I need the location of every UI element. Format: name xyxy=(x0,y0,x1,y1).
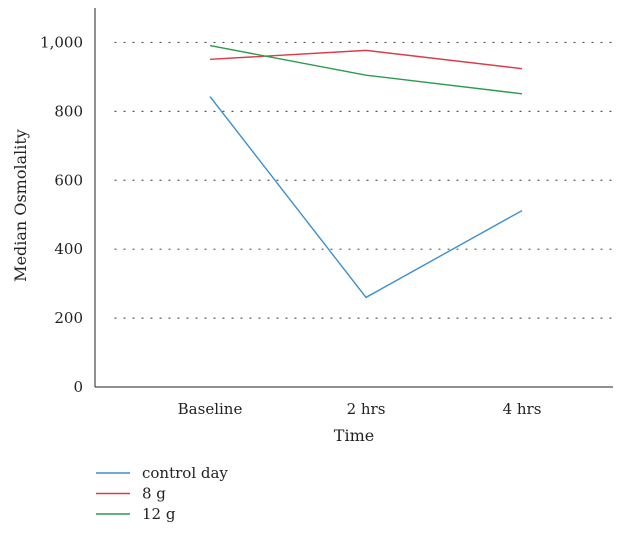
legend-label: 8 g xyxy=(142,485,166,503)
series-line-control-day xyxy=(209,96,523,299)
series-line-12-g xyxy=(209,44,523,95)
legend: control day 8 g 12 g xyxy=(96,464,228,523)
y-tick-label: 400 xyxy=(54,240,83,258)
axes xyxy=(94,8,613,388)
legend-label: 12 g xyxy=(142,505,176,523)
y-tick-label: 200 xyxy=(54,309,83,327)
x-tick-label: 2 hrs xyxy=(347,400,386,418)
x-tick-label: 4 hrs xyxy=(503,400,542,418)
y-tick-label: 0 xyxy=(73,378,83,396)
y-tick-label: 800 xyxy=(54,102,83,120)
y-tick-label: 1,000 xyxy=(40,33,83,51)
series-lines xyxy=(209,44,523,299)
x-tick-labels: Baseline 2 hrs 4 hrs xyxy=(178,400,542,418)
x-tick-label: Baseline xyxy=(178,400,243,418)
y-tick-labels: 0 200 400 600 800 1,000 xyxy=(40,33,83,396)
y-axis-title: Median Osmolality xyxy=(11,129,30,282)
series-line-8-g xyxy=(209,49,523,70)
grid-lines xyxy=(114,41,614,319)
y-tick-label: 600 xyxy=(54,171,83,189)
x-axis-title: Time xyxy=(334,426,374,445)
legend-label: control day xyxy=(142,464,228,482)
